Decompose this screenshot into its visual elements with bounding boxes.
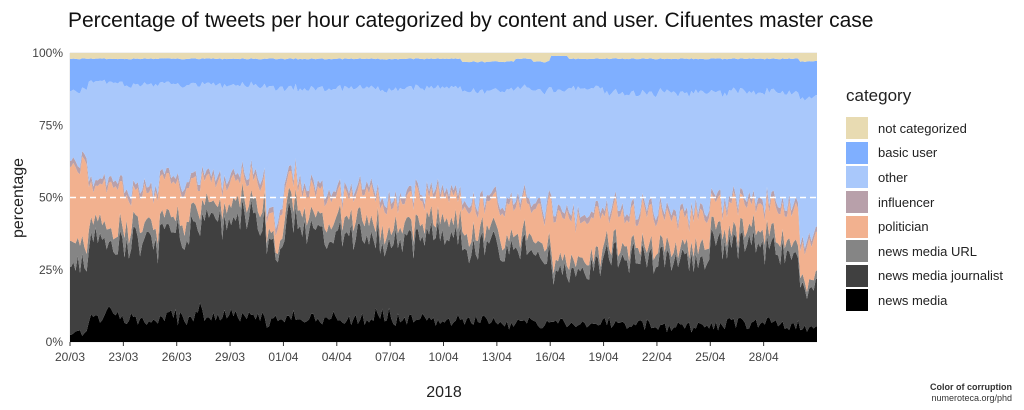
credit: Color of corruption numeroteca.org/phd <box>930 382 1012 404</box>
y-axis-label: percentage <box>10 158 27 238</box>
legend-label: basic user <box>878 145 938 161</box>
legend-item: news media URL <box>846 239 1003 264</box>
x-tick-label: 25/04 <box>695 350 725 364</box>
legend-label: influencer <box>878 194 935 210</box>
area-series-news-media-URL <box>70 182 817 299</box>
y-axis-ticks: 0% 25% 50% 75% 100% <box>32 46 63 349</box>
legend-swatch <box>846 191 868 214</box>
legend-swatch <box>846 289 868 312</box>
legend-swatch <box>846 215 868 238</box>
x-axis-ticks: 20/03 23/03 26/03 29/03 01/04 04/04 07/04 10/04… <box>55 342 779 364</box>
area-series-politician <box>70 156 817 293</box>
x-tick-label: 26/03 <box>162 350 192 364</box>
legend-item: news media <box>846 288 1003 313</box>
area-series-news-media <box>70 302 817 342</box>
legend-label: news media URL <box>878 243 977 259</box>
y-tick-label: 0% <box>46 335 64 349</box>
legend-title: category <box>846 86 912 105</box>
y-tick-label: 50% <box>39 191 63 205</box>
x-tick-label: 10/04 <box>428 350 458 364</box>
legend-item: influencer <box>846 190 1003 215</box>
x-tick-label: 19/04 <box>589 350 619 364</box>
legend-swatch <box>846 264 868 287</box>
legend-swatch <box>846 117 868 140</box>
legend-item: other <box>846 165 1003 190</box>
legend-swatch <box>846 166 868 189</box>
legend-swatch <box>846 240 868 263</box>
credit-title: Color of corruption <box>930 382 1012 392</box>
x-axis-label: 2018 <box>426 384 462 401</box>
legend-items: not categorized basic user other influencer… <box>846 116 1003 313</box>
x-tick-label: 22/04 <box>642 350 672 364</box>
area-series-basic-user <box>70 55 817 101</box>
x-tick-label: 20/03 <box>55 350 85 364</box>
x-tick-label: 04/04 <box>322 350 352 364</box>
y-tick-label: 75% <box>39 118 63 132</box>
y-tick-label: 25% <box>39 263 63 277</box>
x-tick-label: 28/04 <box>749 350 779 364</box>
legend-label: politician <box>878 219 929 235</box>
x-tick-label: 23/03 <box>108 350 138 364</box>
x-tick-label: 13/04 <box>482 350 512 364</box>
legend-item: news media journalist <box>846 264 1003 289</box>
x-tick-label: 29/03 <box>215 350 245 364</box>
area-series-influencer <box>70 150 817 255</box>
area-series-news-media-journalist <box>70 199 817 336</box>
legend-swatch <box>846 141 868 164</box>
area-series-other <box>70 79 817 249</box>
x-tick-label: 01/04 <box>268 350 298 364</box>
x-tick-label: 16/04 <box>535 350 565 364</box>
area-series-not-categorized <box>70 53 817 63</box>
chart-title: Percentage of tweets per hour categorize… <box>68 9 873 32</box>
legend-label: news media <box>878 292 948 308</box>
x-tick-label: 07/04 <box>375 350 405 364</box>
legend-item: not categorized <box>846 116 1003 141</box>
legend-label: not categorized <box>878 120 967 136</box>
legend: category not categorized basic user other i… <box>846 86 1003 313</box>
legend-label: other <box>878 169 908 185</box>
stacked-areas <box>70 53 817 342</box>
legend-label: news media journalist <box>878 268 1004 284</box>
legend-item: basic user <box>846 141 1003 166</box>
legend-item: politician <box>846 214 1003 239</box>
y-tick-label: 100% <box>32 46 63 60</box>
credit-url: numeroteca.org/phd <box>931 393 1012 403</box>
